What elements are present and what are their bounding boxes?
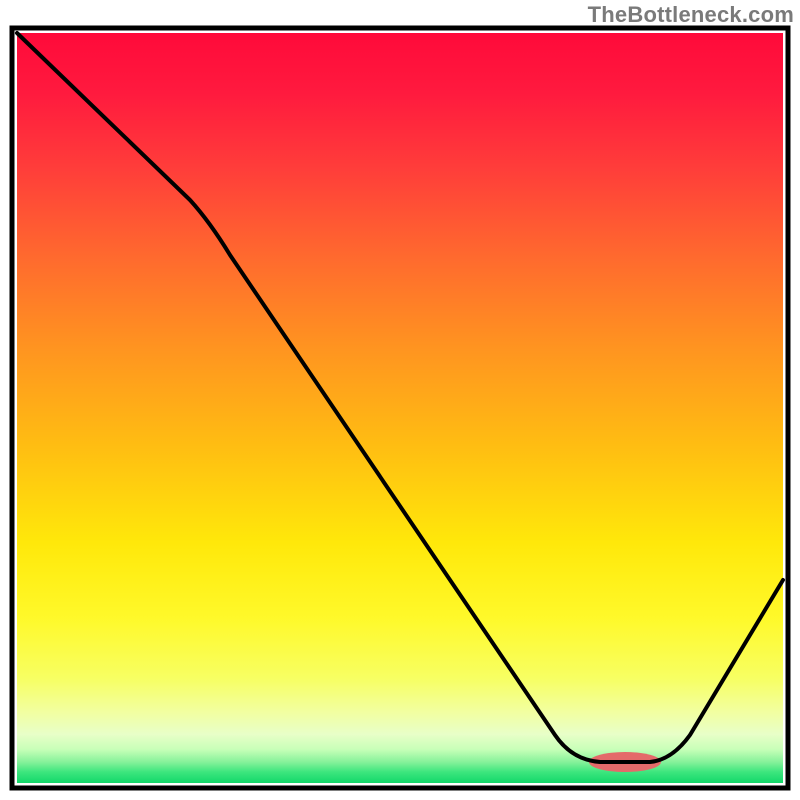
chart-frame: TheBottleneck.com xyxy=(0,0,800,800)
watermark-text: TheBottleneck.com xyxy=(588,2,794,28)
bottleneck-chart xyxy=(0,0,800,800)
